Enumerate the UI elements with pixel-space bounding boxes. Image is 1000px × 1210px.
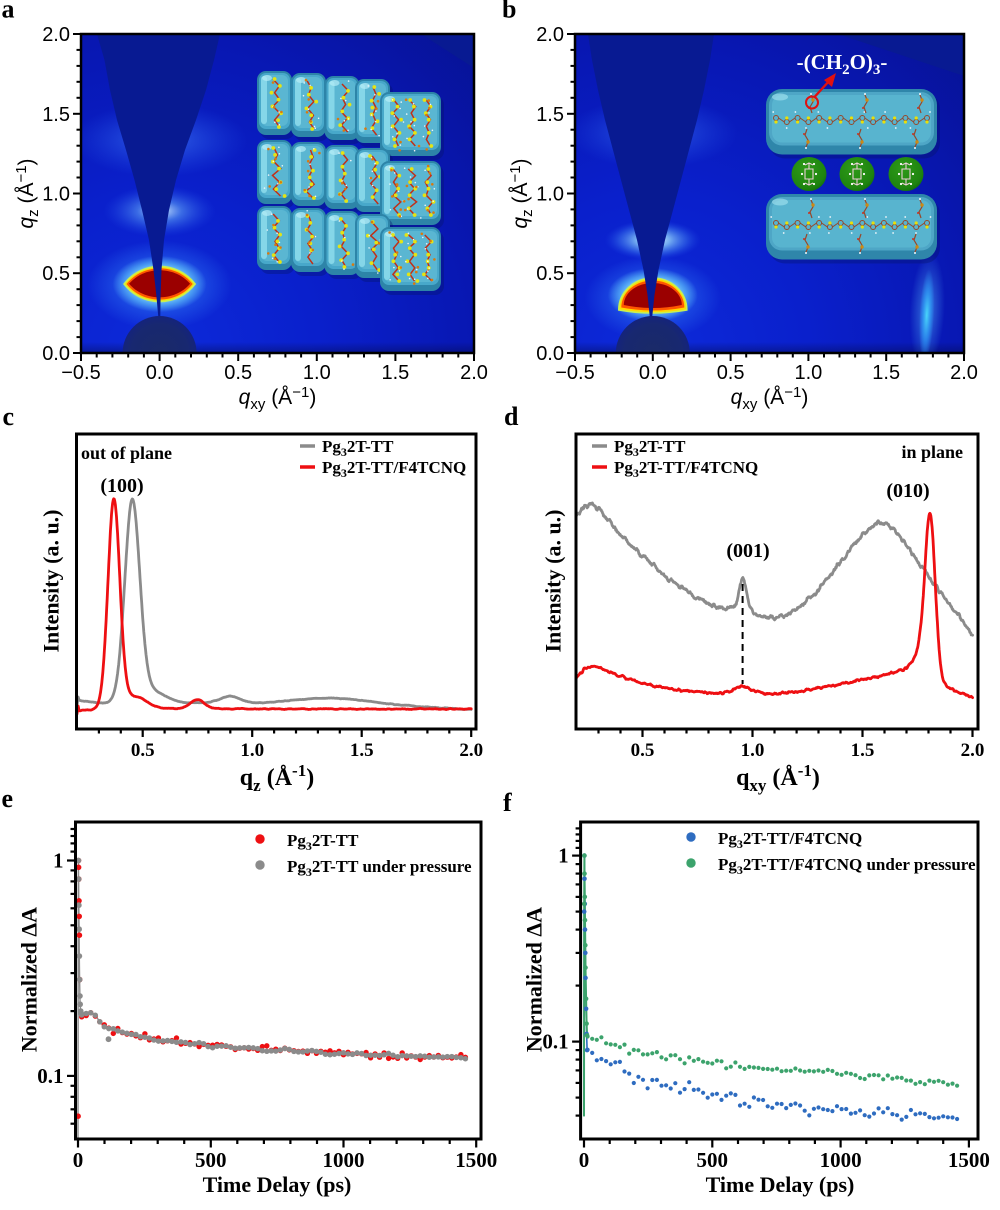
svg-text:2.0: 2.0 (536, 24, 564, 46)
svg-text:0.0: 0.0 (536, 343, 564, 365)
svg-text:Pg32T-TT/F4TCNQ: Pg32T-TT/F4TCNQ (614, 458, 758, 480)
svg-text:1.5: 1.5 (381, 362, 409, 384)
svg-text:c: c (3, 402, 15, 431)
svg-text:qz (Å-1): qz (Å-1) (240, 761, 314, 795)
svg-text:Pg32T-TT/F4TCNQ: Pg32T-TT/F4TCNQ (718, 829, 862, 851)
svg-text:e: e (2, 784, 14, 813)
svg-text:qxy (Å-1): qxy (Å-1) (736, 761, 820, 795)
svg-text:1.5: 1.5 (872, 362, 900, 384)
svg-text:0.1: 0.1 (542, 1030, 568, 1054)
svg-text:1.0: 1.0 (240, 740, 264, 761)
svg-text:qxy (Å−1): qxy (Å−1) (239, 384, 317, 413)
svg-text:Normalized ΔA: Normalized ΔA (17, 907, 42, 1052)
svg-text:d: d (504, 402, 519, 431)
svg-text:500: 500 (195, 1148, 227, 1172)
svg-text:qxy (Å−1): qxy (Å−1) (731, 384, 809, 413)
svg-text:qz (Å−1): qz (Å−1) (13, 158, 42, 228)
svg-text:a: a (2, 0, 15, 24)
svg-text:1.0: 1.0 (536, 184, 564, 206)
svg-text:qz (Å−1): qz (Å−1) (507, 158, 536, 228)
svg-text:(100): (100) (100, 475, 143, 497)
svg-text:0.5: 0.5 (42, 263, 70, 285)
svg-text:1000: 1000 (820, 1148, 862, 1172)
svg-text:0.5: 0.5 (631, 740, 655, 761)
svg-text:2.0: 2.0 (961, 740, 985, 761)
svg-text:1.0: 1.0 (303, 362, 331, 384)
svg-text:Pg32T-TT under pressure: Pg32T-TT under pressure (287, 857, 472, 879)
svg-text:in plane: in plane (901, 442, 963, 462)
svg-text:1.5: 1.5 (536, 104, 564, 126)
svg-text:Intensity (a. u.): Intensity (a. u.) (541, 509, 566, 652)
svg-text:1000: 1000 (323, 1148, 365, 1172)
svg-text:1: 1 (558, 844, 569, 868)
svg-text:-(CH2O)3-: -(CH2O)3- (797, 50, 888, 78)
svg-text:0: 0 (73, 1148, 84, 1172)
svg-text:out of plane: out of plane (81, 443, 172, 463)
svg-text:0: 0 (579, 1148, 590, 1172)
svg-text:1.0: 1.0 (741, 740, 765, 761)
svg-text:f: f (503, 788, 512, 817)
svg-text:1.5: 1.5 (851, 740, 875, 761)
svg-text:Time Delay (ps): Time Delay (ps) (706, 1172, 855, 1197)
svg-text:0.0: 0.0 (639, 362, 667, 384)
svg-text:Time Delay (ps): Time Delay (ps) (203, 1172, 352, 1197)
svg-text:Pg32T-TT: Pg32T-TT (614, 437, 686, 459)
svg-text:0.5: 0.5 (536, 263, 564, 285)
svg-text:Pg32T-TT/F4TCNQ under pressure: Pg32T-TT/F4TCNQ under pressure (718, 855, 976, 877)
svg-text:0.0: 0.0 (42, 343, 70, 365)
svg-text:(001): (001) (726, 540, 769, 562)
svg-text:1500: 1500 (455, 1148, 497, 1172)
svg-text:500: 500 (697, 1148, 729, 1172)
svg-text:2.0: 2.0 (459, 740, 483, 761)
svg-text:1.5: 1.5 (42, 104, 70, 126)
svg-text:1.0: 1.0 (42, 184, 70, 206)
svg-text:1.5: 1.5 (350, 740, 374, 761)
svg-text:Normalized ΔA: Normalized ΔA (522, 907, 547, 1052)
svg-text:1: 1 (53, 849, 64, 873)
svg-text:1.0: 1.0 (794, 362, 822, 384)
svg-text:b: b (502, 0, 516, 24)
svg-text:Pg32T-TT: Pg32T-TT (322, 437, 394, 459)
svg-text:0.1: 0.1 (37, 1064, 63, 1088)
svg-text:2.0: 2.0 (950, 362, 978, 384)
svg-text:0.5: 0.5 (224, 362, 252, 384)
svg-text:0.0: 0.0 (146, 362, 174, 384)
svg-text:0.5: 0.5 (717, 362, 745, 384)
svg-text:(010): (010) (886, 480, 929, 502)
svg-text:0.5: 0.5 (131, 740, 155, 761)
svg-text:Intensity (a. u.): Intensity (a. u.) (39, 509, 64, 652)
svg-text:Pg32T-TT/F4TCNQ: Pg32T-TT/F4TCNQ (322, 458, 466, 480)
svg-text:1500: 1500 (948, 1148, 990, 1172)
svg-text:−0.5: −0.5 (555, 362, 594, 384)
svg-text:2.0: 2.0 (42, 24, 70, 46)
svg-text:−0.5: −0.5 (61, 362, 100, 384)
svg-text:2.0: 2.0 (460, 362, 488, 384)
svg-text:Pg32T-TT: Pg32T-TT (287, 831, 359, 853)
